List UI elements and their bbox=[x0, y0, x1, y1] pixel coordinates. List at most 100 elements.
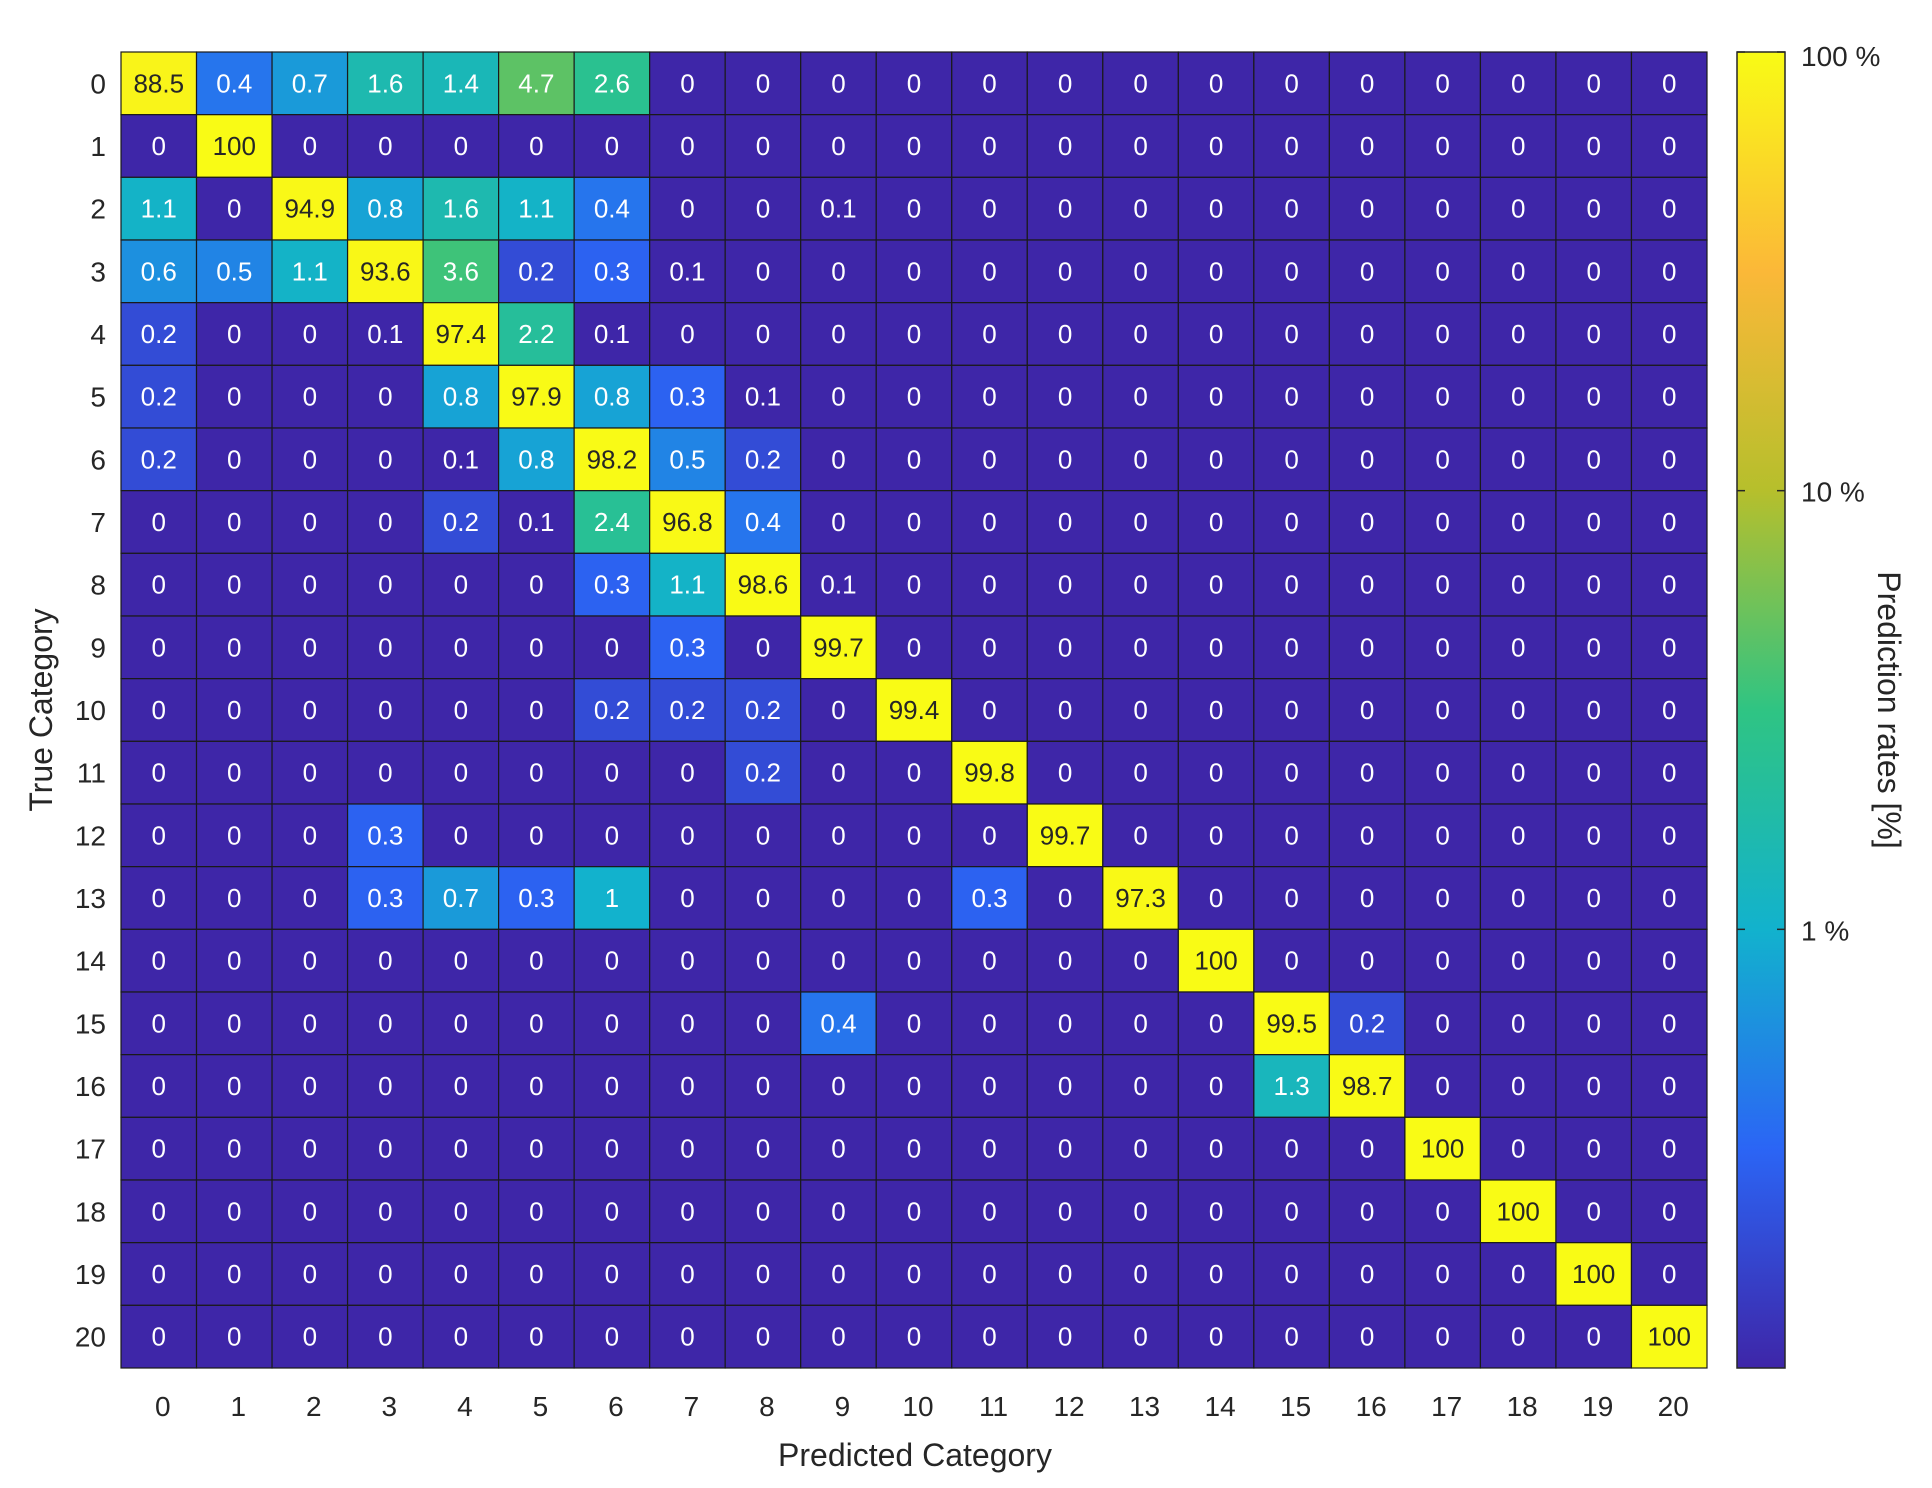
cell-value-label: 0.3 bbox=[518, 883, 554, 913]
cell-value-label: 0 bbox=[1511, 1259, 1525, 1289]
heatmap-cell bbox=[800, 1304, 877, 1369]
heatmap-cell bbox=[195, 1179, 273, 1244]
cell-value-label: 1.4 bbox=[443, 68, 479, 98]
cell-value-label: 0 bbox=[529, 1196, 543, 1226]
cell-value-label: 0 bbox=[529, 131, 543, 161]
cell-value-label: 0 bbox=[378, 444, 392, 474]
heatmap-cell bbox=[1177, 114, 1255, 178]
x-tick-label: 9 bbox=[835, 1391, 851, 1422]
cell-value-label: 0 bbox=[152, 1134, 166, 1164]
cell-value-label: 0 bbox=[982, 382, 996, 412]
cell-value-label: 0 bbox=[303, 1196, 317, 1226]
y-tick-label: 14 bbox=[75, 946, 106, 977]
cell-value-label: 0 bbox=[1662, 319, 1676, 349]
cell-value-label: 0 bbox=[907, 319, 921, 349]
heatmap-cell bbox=[1479, 615, 1557, 680]
cell-value-label: 0 bbox=[831, 444, 845, 474]
heatmap-cell bbox=[195, 866, 273, 930]
y-tick-label: 1 bbox=[90, 131, 106, 162]
heatmap-cell bbox=[573, 114, 651, 178]
cell-value-label: 0.6 bbox=[141, 256, 177, 286]
heatmap-cell bbox=[1630, 427, 1708, 492]
heatmap-cell bbox=[1328, 427, 1406, 492]
heatmap-cell bbox=[951, 1304, 1028, 1369]
heatmap-cell bbox=[649, 803, 726, 868]
cell-value-label: 0 bbox=[907, 1071, 921, 1101]
cell-value-label: 0 bbox=[907, 820, 921, 850]
cell-value-label: 0 bbox=[907, 1196, 921, 1226]
heatmap-cell bbox=[1630, 1116, 1708, 1181]
cell-value-label: 0 bbox=[680, 68, 694, 98]
x-tick-label: 19 bbox=[1582, 1391, 1613, 1422]
cell-value-label: 0 bbox=[1360, 382, 1374, 412]
cell-value-label: 0 bbox=[1133, 319, 1147, 349]
heatmap-cell bbox=[573, 615, 651, 680]
heatmap-cell bbox=[120, 51, 198, 116]
cell-value-label: 0 bbox=[454, 632, 468, 662]
cell-value-label: 0 bbox=[1058, 695, 1072, 725]
cell-value-label: 0 bbox=[529, 758, 543, 788]
heatmap-cell bbox=[1479, 114, 1557, 178]
heatmap-cell bbox=[195, 928, 273, 993]
cell-value-label: 0 bbox=[227, 1322, 241, 1352]
cell-value-label: 0 bbox=[227, 695, 241, 725]
cell-value-label: 0 bbox=[680, 319, 694, 349]
heatmap-cell bbox=[271, 991, 349, 1056]
x-tick-label: 13 bbox=[1129, 1391, 1160, 1422]
heatmap-cell bbox=[195, 991, 273, 1056]
y-tick-label: 10 bbox=[75, 695, 106, 726]
cell-value-label: 0 bbox=[529, 1259, 543, 1289]
cell-value-label: 0 bbox=[1586, 1071, 1600, 1101]
cell-value-label: 0 bbox=[1284, 632, 1298, 662]
cell-value-label: 4.7 bbox=[518, 68, 554, 98]
cell-value-label: 0 bbox=[1058, 1196, 1072, 1226]
heatmap-cell bbox=[498, 1116, 575, 1181]
heatmap-cell bbox=[1630, 302, 1708, 366]
cell-value-label: 0 bbox=[152, 1322, 166, 1352]
cell-value-label: 0 bbox=[1209, 758, 1223, 788]
heatmap-cell bbox=[1026, 427, 1104, 492]
heatmap-cell bbox=[271, 1116, 349, 1181]
x-tick-label: 3 bbox=[382, 1391, 398, 1422]
heatmap-cell bbox=[1102, 490, 1179, 554]
cell-value-label: 0 bbox=[982, 68, 996, 98]
heatmap-cell bbox=[271, 239, 349, 304]
cell-value-label: 0 bbox=[1435, 695, 1449, 725]
cell-value-label: 0 bbox=[831, 256, 845, 286]
cell-value-label: 0 bbox=[378, 1134, 392, 1164]
heatmap-cell bbox=[271, 51, 349, 116]
heatmap-cell bbox=[498, 678, 575, 742]
heatmap-cell bbox=[1102, 991, 1179, 1056]
x-tick-label: 18 bbox=[1507, 1391, 1538, 1422]
heatmap-cell bbox=[120, 239, 198, 304]
y-tick-label: 6 bbox=[90, 444, 106, 475]
heatmap-cell bbox=[346, 740, 424, 805]
heatmap-cell bbox=[800, 364, 877, 429]
cell-value-label: 0 bbox=[756, 131, 770, 161]
cell-value-label: 0 bbox=[605, 1134, 619, 1164]
heatmap-cell bbox=[724, 490, 802, 554]
cell-value-label: 0.1 bbox=[518, 507, 554, 537]
cell-value-label: 0 bbox=[378, 131, 392, 161]
cell-value-label: 0 bbox=[1058, 1259, 1072, 1289]
heatmap-cell bbox=[195, 51, 273, 116]
heatmap-cell bbox=[1177, 552, 1255, 617]
heatmap-cell bbox=[951, 678, 1028, 742]
heatmap-cell bbox=[422, 552, 500, 617]
cell-value-label: 0.8 bbox=[443, 382, 479, 412]
cell-value-label: 0 bbox=[1662, 256, 1676, 286]
heatmap-cell bbox=[422, 1304, 500, 1369]
colorbar bbox=[1736, 51, 1786, 1369]
heatmap-cell bbox=[1102, 740, 1179, 805]
cell-value-label: 0 bbox=[1058, 946, 1072, 976]
heatmap-cell bbox=[875, 803, 953, 868]
cell-value-label: 0 bbox=[227, 444, 241, 474]
cell-value-label: 0 bbox=[680, 758, 694, 788]
cell-value-label: 0 bbox=[680, 820, 694, 850]
heatmap-cell bbox=[120, 176, 198, 241]
cell-value-label: 0 bbox=[1511, 194, 1525, 224]
heatmap-cell bbox=[800, 615, 877, 680]
y-tick-label: 4 bbox=[90, 319, 106, 350]
heatmap-cell bbox=[1630, 1054, 1708, 1118]
